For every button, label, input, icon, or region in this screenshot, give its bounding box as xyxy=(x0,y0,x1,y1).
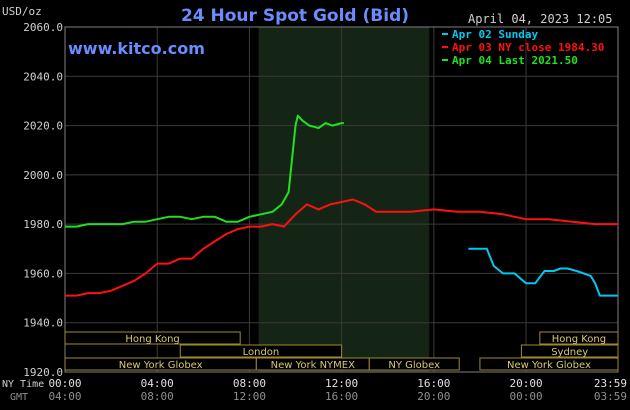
y-tick-label: 2060.0 xyxy=(23,21,63,34)
session-label: Hong Kong xyxy=(552,334,606,345)
nymex-session-highlight xyxy=(258,27,430,372)
chart-title: 24 Hour Spot Gold (Bid) xyxy=(181,6,409,26)
x-tick-label-ny: 16:00 xyxy=(417,377,450,390)
x-tick-label-ny: 04:00 xyxy=(141,377,174,390)
session-label: London xyxy=(243,347,280,358)
x-tick-label-ny: 20:00 xyxy=(509,377,542,390)
series-lines xyxy=(65,114,618,297)
x-tick-label-ny: 23:59 xyxy=(594,377,627,390)
x-row-label-ny: NY Time xyxy=(2,379,44,390)
session-bar xyxy=(479,357,619,371)
session-label: Sydney xyxy=(551,347,588,358)
session-label: New York NYMEX xyxy=(271,360,356,371)
y-tick-label: 2040.0 xyxy=(23,70,63,83)
market-session-bars: Hong Kong Hong Kong London Sydney New York G… xyxy=(64,331,619,371)
session-label: NY Globex xyxy=(388,360,440,371)
session-label: New York Globex xyxy=(119,360,203,371)
series-line xyxy=(468,247,618,297)
x-tick-label-ny: 08:00 xyxy=(233,377,266,390)
session-label: New York Globex xyxy=(507,360,591,371)
y-tick-label: 2020.0 xyxy=(23,120,63,133)
x-tick-label-gmt: 04:00 xyxy=(48,390,81,403)
timestamp: April 04, 2023 12:05 xyxy=(468,12,613,26)
session-bar xyxy=(64,331,241,345)
x-tick-label-gmt: 08:00 xyxy=(141,390,174,403)
session-label: Hong Kong xyxy=(125,334,179,345)
session-bar xyxy=(368,357,460,371)
grid-lines xyxy=(64,26,619,373)
x-tick-label-ny: 12:00 xyxy=(325,377,358,390)
x-tick-label-ny: 00:00 xyxy=(48,377,81,390)
y-tick-label: 1980.0 xyxy=(23,218,63,231)
series-line xyxy=(65,198,618,297)
session-bar xyxy=(520,344,619,358)
x-tick-label-gmt: 20:00 xyxy=(417,390,450,403)
x-row-label-gmt: GMT xyxy=(10,392,28,403)
y-axis-label: USD/oz xyxy=(2,5,42,18)
y-tick-label: 1940.0 xyxy=(23,317,63,330)
x-tick-label-gmt: 12:00 xyxy=(233,390,266,403)
source-watermark: www.kitco.com xyxy=(68,39,205,58)
legend-entry: Apr 04 Last 2021.50 xyxy=(452,54,578,67)
x-tick-label-gmt: 03:59 xyxy=(594,390,627,403)
session-bar xyxy=(179,344,343,358)
y-tick-label: 2000.0 xyxy=(23,169,63,182)
legend-entry: Apr 03 NY close 1984.30 xyxy=(452,41,604,54)
y-tick-label: 1920.0 xyxy=(23,366,63,379)
series-line xyxy=(65,114,344,228)
y-axis: 2060.0 2040.0 2020.0 2000.0 1980.0 1960.0 1940… xyxy=(23,21,63,379)
session-bar xyxy=(539,331,619,345)
x-tick-label-gmt: 00:00 xyxy=(509,390,542,403)
plot-frame xyxy=(64,26,619,373)
y-tick-label: 1960.0 xyxy=(23,267,63,280)
legend-entry: Apr 02 Sunday xyxy=(452,28,538,41)
x-tick-label-gmt: 16:00 xyxy=(325,390,358,403)
